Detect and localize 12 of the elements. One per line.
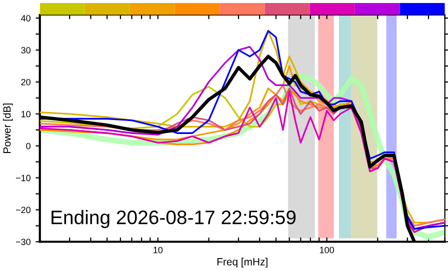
y-tick-label: 40 (21, 15, 30, 22)
y-tick-label: 30 (21, 47, 30, 54)
y-tick-label: 0 (26, 142, 30, 150)
y-tick-label: −30 (16, 238, 30, 246)
y-tick-label: −20 (16, 206, 30, 214)
annotation: Ending 2026-08-17 22:59:59 (52, 210, 296, 228)
y-tick-label: −10 (16, 174, 30, 182)
x-axis-title: Freq [mHz] (217, 258, 268, 268)
y-tick-label: 20 (21, 78, 30, 86)
y-axis-title: Power [dB] (3, 104, 13, 153)
y-tick-label: 10 (21, 110, 30, 118)
x-tick-label: 100 (320, 246, 334, 254)
